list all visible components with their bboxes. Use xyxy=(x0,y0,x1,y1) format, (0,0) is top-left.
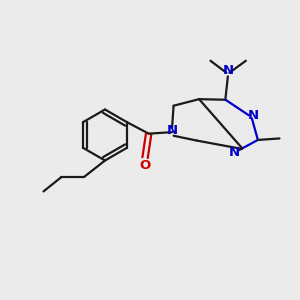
Text: N: N xyxy=(228,146,239,159)
Text: N: N xyxy=(248,109,259,122)
Text: N: N xyxy=(167,124,178,137)
Text: O: O xyxy=(140,159,151,172)
Text: N: N xyxy=(223,64,234,77)
